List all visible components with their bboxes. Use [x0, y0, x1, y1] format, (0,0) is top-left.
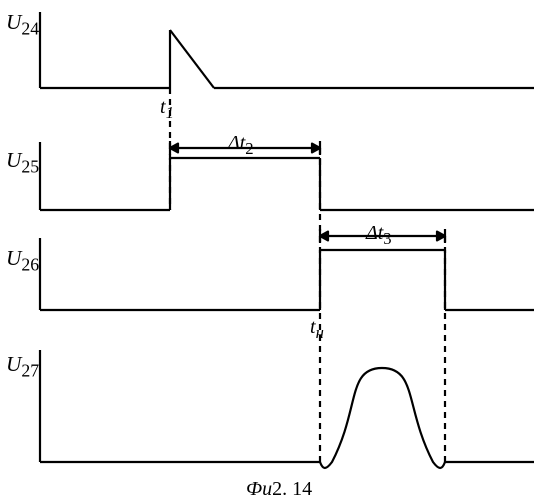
timing-diagram: U24 U25 U26 U27 t1 Δt2 Δt3 tн Фи2. 14: [0, 0, 552, 500]
diagram-svg: [0, 0, 552, 500]
